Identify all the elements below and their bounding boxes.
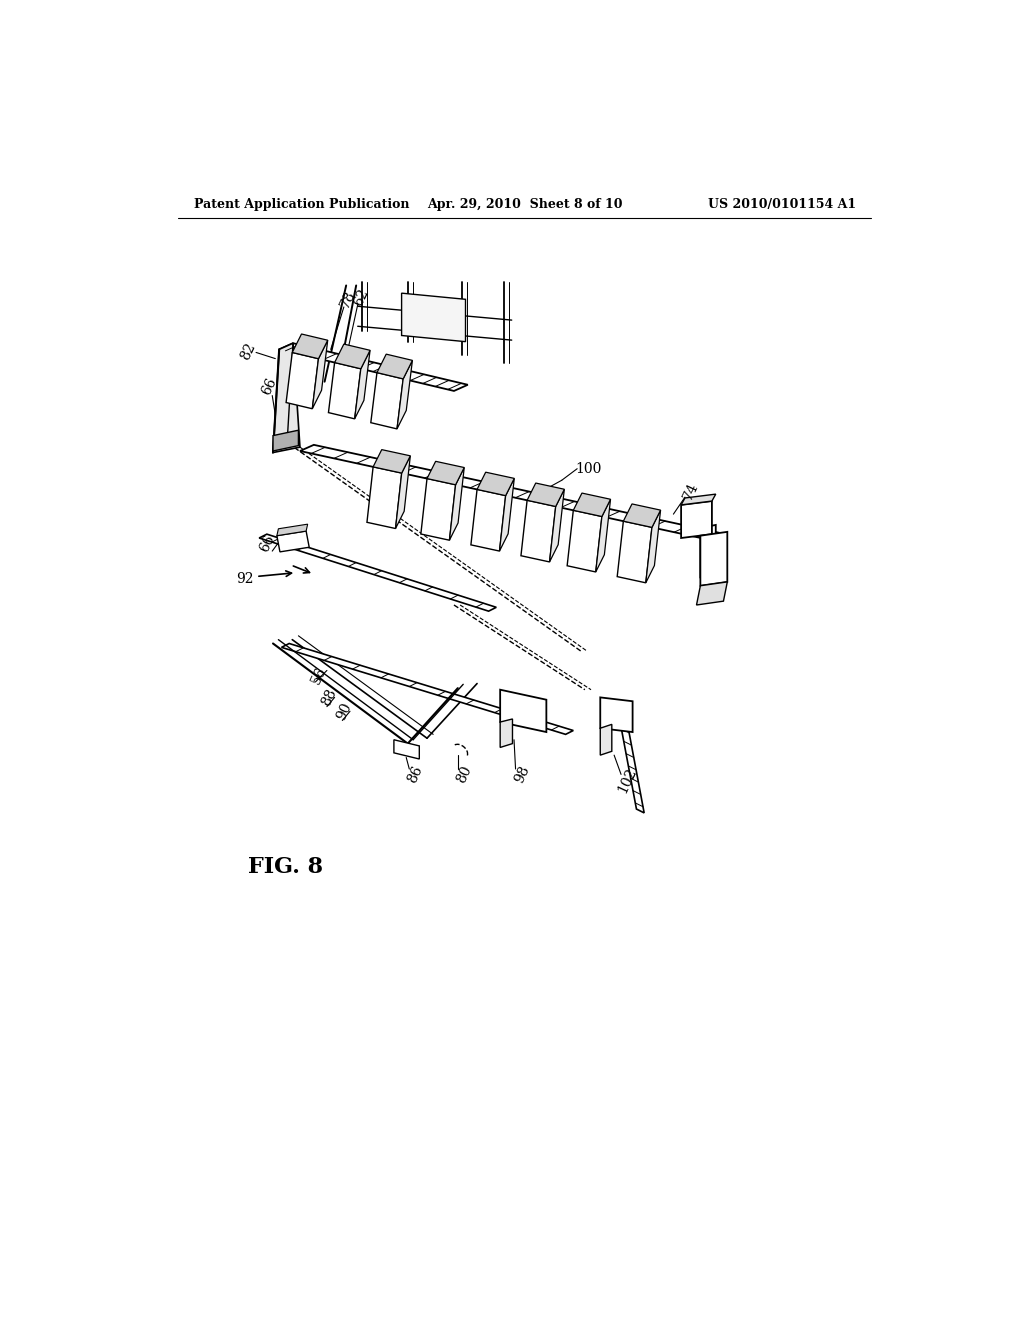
Polygon shape — [397, 360, 413, 429]
Polygon shape — [300, 445, 722, 540]
Polygon shape — [421, 479, 456, 540]
Text: 90: 90 — [335, 701, 354, 722]
Text: 88: 88 — [319, 686, 339, 709]
Polygon shape — [329, 363, 360, 418]
Polygon shape — [367, 467, 401, 528]
Polygon shape — [700, 532, 727, 586]
Polygon shape — [276, 524, 307, 536]
Text: 82: 82 — [239, 341, 258, 362]
Polygon shape — [573, 494, 610, 516]
Text: 98: 98 — [512, 763, 531, 785]
Polygon shape — [395, 455, 411, 528]
Polygon shape — [600, 725, 611, 755]
Polygon shape — [624, 504, 660, 528]
Text: FIG. 8: FIG. 8 — [248, 855, 323, 878]
Polygon shape — [312, 341, 328, 409]
Polygon shape — [477, 473, 514, 495]
Polygon shape — [371, 372, 403, 429]
Polygon shape — [280, 343, 468, 391]
Text: Patent Application Publication: Patent Application Publication — [194, 198, 410, 211]
Polygon shape — [681, 502, 712, 539]
Polygon shape — [377, 354, 413, 379]
Polygon shape — [373, 450, 411, 473]
Polygon shape — [617, 710, 644, 813]
Polygon shape — [471, 490, 506, 550]
Text: 78: 78 — [338, 288, 357, 310]
Polygon shape — [500, 478, 514, 550]
Text: 66: 66 — [258, 532, 278, 554]
Polygon shape — [696, 582, 727, 605]
Polygon shape — [354, 350, 370, 418]
Polygon shape — [681, 494, 716, 506]
Polygon shape — [286, 352, 318, 409]
Text: 86: 86 — [406, 763, 426, 785]
Polygon shape — [259, 535, 497, 611]
Polygon shape — [427, 461, 464, 484]
Polygon shape — [567, 511, 602, 572]
Polygon shape — [617, 521, 652, 583]
Polygon shape — [292, 334, 328, 359]
Text: 102: 102 — [615, 766, 639, 796]
Text: 56: 56 — [309, 665, 330, 686]
Polygon shape — [500, 719, 512, 747]
Polygon shape — [521, 500, 556, 562]
Polygon shape — [527, 483, 564, 507]
Text: Apr. 29, 2010  Sheet 8 of 10: Apr. 29, 2010 Sheet 8 of 10 — [427, 198, 623, 211]
Polygon shape — [646, 510, 660, 583]
Polygon shape — [500, 689, 547, 733]
Text: 66: 66 — [259, 375, 280, 397]
Text: 62: 62 — [351, 286, 372, 308]
Text: 92: 92 — [236, 572, 253, 586]
Polygon shape — [335, 345, 370, 368]
Text: 80: 80 — [454, 763, 474, 785]
Polygon shape — [273, 343, 300, 453]
Polygon shape — [600, 697, 633, 733]
Polygon shape — [596, 499, 610, 572]
Text: 100: 100 — [575, 462, 602, 475]
Text: US 2010/0101154 A1: US 2010/0101154 A1 — [708, 198, 856, 211]
Polygon shape — [276, 531, 309, 552]
Polygon shape — [550, 490, 564, 562]
Polygon shape — [450, 467, 464, 540]
Polygon shape — [401, 293, 466, 342]
Polygon shape — [700, 525, 716, 577]
Polygon shape — [273, 430, 298, 451]
Polygon shape — [282, 644, 573, 734]
Polygon shape — [394, 739, 419, 759]
Text: 74: 74 — [681, 480, 701, 502]
